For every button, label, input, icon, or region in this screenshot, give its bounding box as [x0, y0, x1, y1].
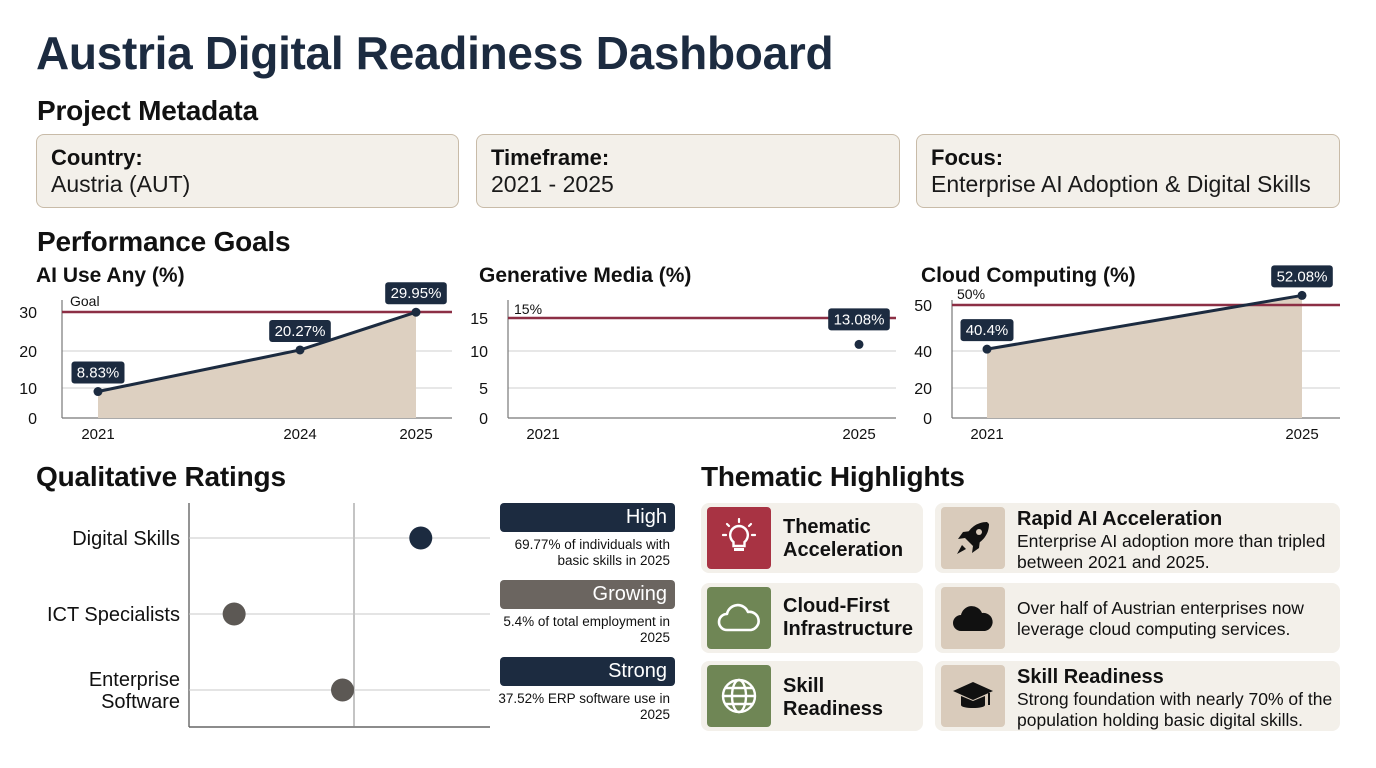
cloud-icon: [707, 587, 771, 649]
theme-label-acceleration: Thematic Acceleration: [783, 516, 904, 561]
rocket-icon: [941, 507, 1005, 569]
data-label: 13.08%: [834, 311, 885, 328]
lightbulb-icon: [707, 507, 771, 569]
rating-note-digital-skills: 69.77% of individuals with basic skills …: [514, 537, 670, 568]
dashboard-title: Austria Digital Readiness Dashboard: [36, 27, 834, 79]
genmedia-chart-title: Generative Media (%): [479, 264, 692, 287]
data-label: 40.4%: [966, 322, 1009, 339]
timeframe-value: 2021 - 2025: [491, 171, 614, 197]
x-tick-label: 2025: [842, 426, 875, 443]
y-tick-label: 50: [914, 298, 932, 315]
data-label-box: [269, 319, 331, 342]
rating-dot: [331, 678, 355, 702]
focus-value: Enterprise AI Adoption & Digital Skills: [931, 171, 1311, 197]
category-label: Digital Skills: [72, 528, 180, 550]
country-value: Austria (AUT): [51, 171, 191, 197]
data-label-box: [1271, 265, 1333, 288]
y-tick-label: 40: [914, 344, 932, 361]
data-point: [93, 387, 103, 397]
x-tick-label: 2021: [81, 426, 114, 443]
data-label: 20.27%: [275, 323, 326, 340]
category-label: ICT Specialists: [47, 604, 180, 626]
focus-label: Focus:: [931, 145, 1004, 170]
highlight-card-skill: Skill Readiness Strong foundation with n…: [935, 661, 1340, 731]
ai-use-chart-title: AI Use Any (%): [36, 264, 185, 287]
x-tick-label: 2025: [1285, 426, 1318, 443]
y-tick-label: 0: [923, 411, 932, 428]
ratings-heading: Qualitative Ratings: [36, 461, 286, 492]
y-tick-label: 20: [914, 381, 932, 398]
data-label-box: [828, 308, 890, 331]
series-area: [987, 295, 1302, 418]
goal-label: 15%: [514, 301, 542, 317]
focus-card: Focus: Enterprise AI Adoption & Digital …: [916, 134, 1340, 208]
theme-label-cloud: Cloud-First Infrastructure: [783, 595, 914, 640]
data-label: 29.95%: [391, 285, 442, 302]
rating-dot: [222, 602, 246, 626]
rating-badge-growing: Growing: [500, 580, 675, 609]
data-label-box: [960, 319, 1014, 342]
y-tick-label: 10: [470, 344, 488, 361]
data-point: [411, 307, 421, 317]
rating-badge-high: High: [500, 503, 675, 532]
highlight-title-ai: Rapid AI Acceleration: [1017, 508, 1223, 530]
highlight-card-cloud: Over half of Austrian enterprises now le…: [935, 583, 1340, 653]
data-label-box: [71, 361, 125, 384]
theme-label-skill: Skill Readiness: [783, 675, 884, 720]
theme-card-acceleration: Thematic Acceleration: [701, 503, 923, 573]
highlights-heading: Thematic Highlights: [701, 461, 965, 492]
data-point: [982, 344, 992, 354]
category-label: Enterprise: [89, 669, 180, 691]
highlight-desc-skill: Strong foundation with nearly 70% of the…: [1017, 689, 1333, 730]
rating-dot: [409, 526, 433, 550]
data-label: 52.08%: [1277, 268, 1328, 285]
highlight-desc-cloud: Over half of Austrian enterprises now le…: [1017, 598, 1304, 639]
y-tick-label: 5: [479, 381, 488, 398]
data-label: 8.83%: [77, 365, 120, 382]
cloud-chart-title: Cloud Computing (%): [921, 264, 1136, 287]
category-label: Software: [101, 691, 180, 713]
y-tick-label: 10: [19, 381, 37, 398]
y-tick-label: 0: [28, 411, 37, 428]
timeframe-card: Timeframe: 2021 - 2025: [476, 134, 900, 208]
highlight-title-skill: Skill Readiness: [1017, 666, 1164, 688]
theme-card-skill: Skill Readiness: [701, 661, 923, 731]
y-tick-label: 20: [19, 344, 37, 361]
data-point: [295, 345, 305, 355]
metadata-heading: Project Metadata: [37, 95, 258, 126]
x-tick-label: 2024: [283, 426, 316, 443]
globe-icon: [707, 665, 771, 727]
y-tick-label: 0: [479, 411, 488, 428]
rating-note-erp: 37.52% ERP software use in 2025: [498, 691, 670, 722]
country-label: Country:: [51, 145, 143, 170]
genmedia-chart: 0 5 10 15 2021 2025 15% 13.08%: [470, 300, 896, 443]
data-point: [1297, 290, 1307, 300]
data-point: [854, 339, 864, 349]
series-line: [986, 293, 1303, 351]
x-tick-label: 2021: [970, 426, 1003, 443]
x-tick-label: 2025: [399, 426, 432, 443]
goal-label: 50%: [957, 286, 985, 302]
theme-card-cloud: Cloud-First Infrastructure: [701, 583, 923, 653]
data-label-box: [385, 282, 447, 305]
ratings-chart: Digital Skills ICT Specialists EnterpriseS…: [47, 503, 490, 728]
x-tick-label: 2021: [526, 426, 559, 443]
graduation-cap-icon: [941, 665, 1005, 727]
highlight-desc-ai: Enterprise AI adoption more than tripled…: [1017, 531, 1326, 572]
y-tick-label: 15: [470, 311, 488, 328]
ai-use-chart: 0 10 20 30 2021 2024 2025 Goal 8.83% 20.27% 29.95%: [19, 282, 452, 443]
y-tick-label: 30: [19, 305, 37, 322]
country-card: Country: Austria (AUT): [36, 134, 459, 208]
rating-badge-strong: Strong: [500, 657, 675, 686]
rating-note-ict: 5.4% of total employment in 2025: [503, 614, 670, 645]
goal-label: Goal: [70, 293, 100, 309]
timeframe-label: Timeframe:: [491, 145, 610, 170]
cloud-chart: 0 20 40 50 2021 2025 50% 40.4% 52.08%: [914, 265, 1340, 443]
cloud-icon: [941, 587, 1005, 649]
goals-heading: Performance Goals: [37, 226, 291, 257]
highlight-card-ai: Rapid AI Acceleration Enterprise AI adop…: [935, 503, 1340, 573]
